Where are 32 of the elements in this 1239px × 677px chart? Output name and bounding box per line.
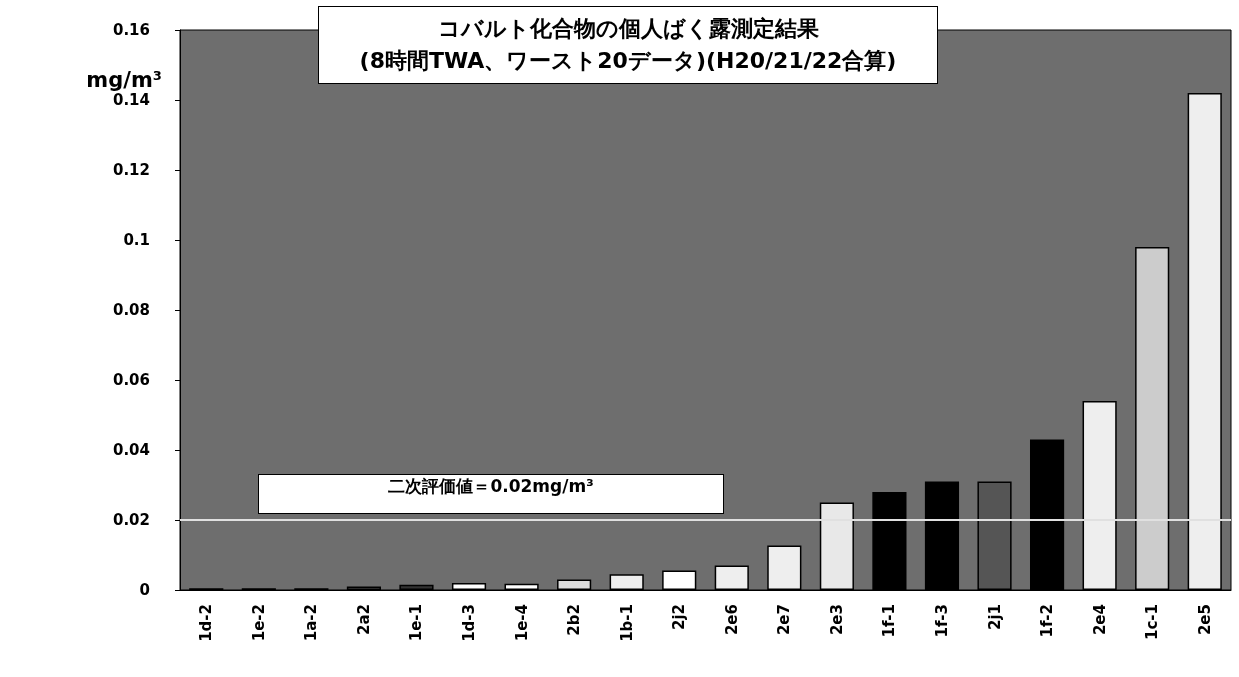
x-tick-label: 2j1 [985, 604, 1004, 631]
title-box: コバルト化合物の個人ばく露測定結果 (8時間TWA、ワースト20データ)(H20/21/22合算) [318, 6, 938, 84]
x-tick-label: 2a2 [354, 604, 373, 635]
y-tick-label: 0.02 [112, 511, 150, 529]
y-tick-label: 0.04 [112, 441, 150, 459]
x-tick-label: 2e7 [775, 604, 794, 636]
x-tick-label: 1f-1 [880, 604, 899, 638]
x-tick-label: 1b-1 [617, 604, 636, 642]
x-tick-label: 1d-3 [460, 604, 479, 642]
x-tick-label: 1e-1 [407, 604, 426, 642]
x-tick-label: 1f-2 [1038, 604, 1057, 638]
x-tick-label: 1c-1 [1143, 604, 1162, 640]
label-box: 二次評価値＝0.02mg/m³ [258, 474, 724, 514]
y-tick-label: 0.1 [123, 231, 150, 249]
y-tick-label: 0.08 [112, 301, 150, 319]
x-tick-label: 1a-2 [302, 604, 321, 642]
x-tick-label: 1d-2 [197, 604, 216, 642]
x-tick-label: 2b2 [565, 604, 584, 636]
x-tick-label: 2e6 [722, 604, 741, 636]
x-tick-label: 1f-3 [932, 604, 951, 638]
x-tick-label: 2e3 [827, 604, 846, 636]
y-tick-label: 0.16 [112, 21, 150, 39]
y-axis-title: mg/m³ [86, 67, 162, 92]
x-tick-label: 1e-2 [249, 604, 268, 642]
x-tick-label: 1e-4 [512, 604, 531, 642]
y-tick-label: 0 [139, 581, 150, 599]
y-tick-label: 0.12 [112, 161, 150, 179]
x-tick-label: 2e5 [1195, 604, 1214, 636]
x-tick-label: 2e4 [1090, 604, 1109, 636]
y-tick-label: 0.06 [112, 371, 150, 389]
x-tick-label: 2j2 [670, 604, 689, 631]
y-tick-label: 0.14 [112, 91, 150, 109]
